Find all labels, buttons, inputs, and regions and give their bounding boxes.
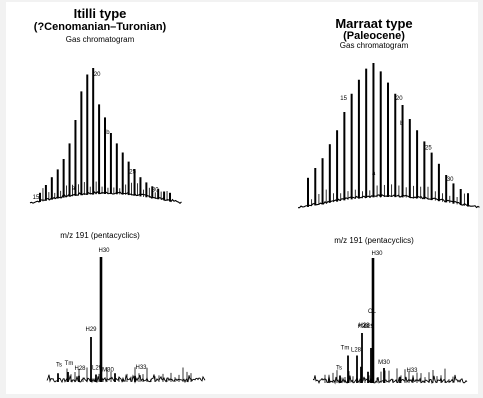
gc-peak-label: a [372, 171, 376, 177]
mz-peak-label: L29 [92, 366, 103, 372]
itilli-mz-label: m/z 191 (pentacyclics) [60, 231, 140, 240]
gc-peak-label: 15 [340, 96, 347, 102]
mz-peak-label: L28 [351, 348, 362, 354]
mz-peak-label: H30 [371, 251, 383, 257]
gc-peak-label: 30 [447, 177, 454, 183]
mz-baseline [312, 374, 468, 385]
mz-peak-label: L29 [364, 324, 375, 330]
gc-peak-label: b [106, 130, 110, 136]
mz-peak-label: H29 [85, 327, 97, 333]
marraat-mz-label: m/z 191 (pentacyclics) [334, 236, 414, 245]
gc-peak-label: b [400, 121, 404, 127]
gc-peak-label: 25 [129, 170, 136, 176]
mz-peak-label: Tm [341, 346, 350, 352]
mz-peak-label: H28 [358, 323, 370, 329]
marraat-title: Marraat type [335, 16, 413, 31]
gc-peak-label: a [72, 186, 76, 192]
mz-peak-label: H33 [135, 365, 147, 371]
itilli-subtitle: (?Cenomanian–Turonian) [33, 21, 167, 33]
mz-peak-label: H33 [406, 368, 418, 374]
gc-peak-label: 25 [425, 145, 432, 151]
mz-peak-label: H28 [74, 366, 86, 372]
gc-peak-label: 30 [152, 187, 159, 193]
mz-peak-label: M30 [102, 367, 114, 373]
marraat-subtitle: (Paleocene) [343, 30, 405, 42]
marraat-gc-label: Gas chromatogram [339, 41, 409, 50]
itilli-gc-label: Gas chromatogram [65, 35, 135, 44]
gc-peak-label: 20 [94, 72, 101, 78]
gc-peak-label: 15 [33, 195, 40, 201]
mz-peak-label: M30 [378, 360, 390, 366]
mz-peak-label: Ts [56, 362, 62, 368]
gc-peak-label: 20 [396, 96, 403, 102]
figure-panel [6, 2, 478, 394]
mz-peak-label: H29 [357, 324, 369, 330]
mz-peak-label: Tm [65, 361, 74, 367]
itilli-title: Itilli type [73, 6, 127, 21]
mz-peak-label: Ts [336, 366, 342, 372]
mz-peak-label: H30 [98, 248, 110, 254]
